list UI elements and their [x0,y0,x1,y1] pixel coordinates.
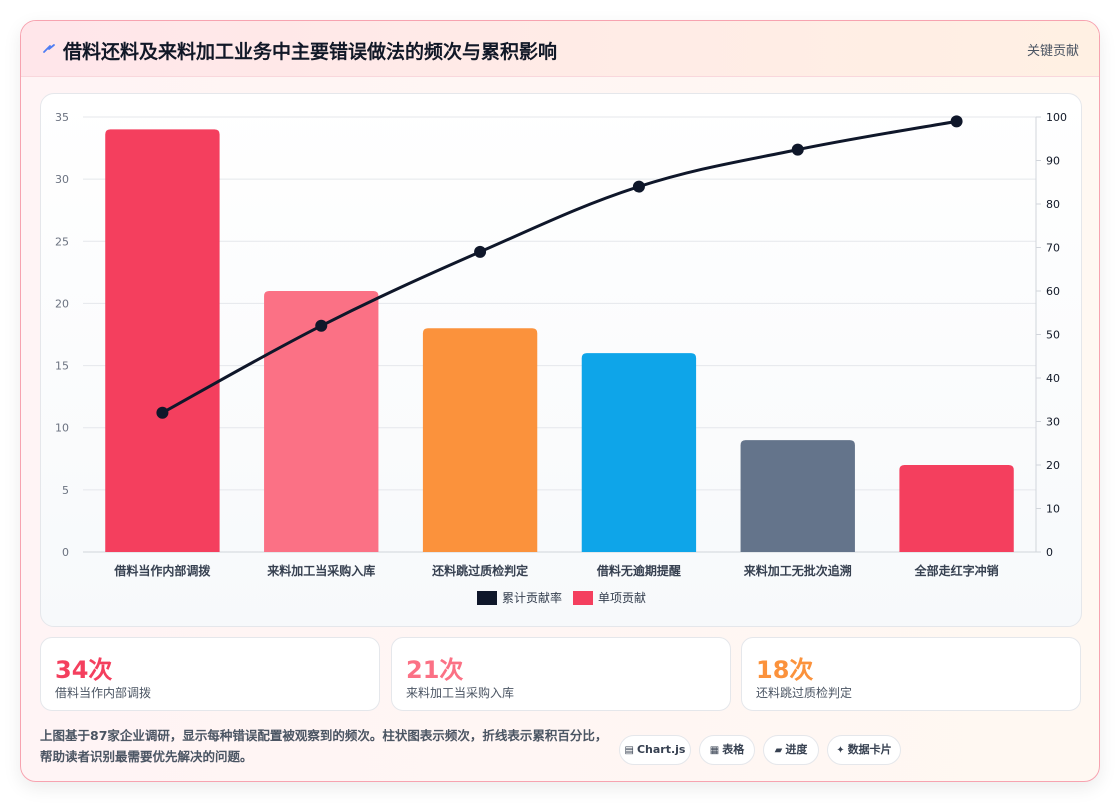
stat-label: 借料当作内部调拨 [55,686,152,700]
stat-value: 34次 [55,656,113,684]
x-tick-label: 还料跳过质检判定 [431,563,528,578]
stat-value: 18次 [756,656,814,684]
pareto-chart: 0 5 10 15 20 25 30 35 0 10 20 30 40 50 60 70 80 90 100 借料当作… [55,111,1067,605]
chart-panel: 0 5 10 15 20 25 30 35 0 10 20 30 40 50 60 70 80 90 100 借料当作… [40,93,1082,627]
y-right-tick-label: 20 [1046,459,1060,472]
card-header: 借料还料及来料加工业务中主要错误做法的频次与累积影响 关键贡献 [21,21,1099,77]
y-left-tick-label: 10 [55,422,69,435]
y-right-tick-label: 10 [1046,503,1060,516]
lightning-icon [43,44,55,53]
y-right-tick-label: 90 [1046,155,1060,168]
legend-swatch [477,591,497,605]
bar [105,129,220,552]
y-left-tick-label: 35 [55,111,69,124]
y-right-tick-label: 80 [1046,198,1060,211]
tag-chartjs[interactable]: ▤ Chart.js [619,735,691,765]
x-tick-label: 借料当作内部调拨 [113,563,211,578]
tag-label: 进度 [785,743,808,756]
chart-note: 上图基于87家企业调研，显示每种错误配置被观察到的频次。柱状图表示频次，折线表示… [40,728,608,764]
y-left-tick-label: 15 [55,360,69,373]
cumulative-point [632,180,645,193]
key-contribution-link[interactable]: 关键贡献 [1026,44,1079,59]
bar [264,291,379,552]
x-tick-label: 借料无逾期提醒 [596,563,681,578]
x-tick-label: 来料加工无批次追溯 [743,563,852,578]
tag-data-card[interactable]: ✦ 数据卡片 [827,735,901,765]
y-right-tick-label: 70 [1046,242,1060,255]
bar [740,440,855,552]
y-right-tick-label: 30 [1046,416,1060,429]
stat-cards: 34次 借料当作内部调拨 21次 来料加工当采购入库 18次 还料跳过质检判定 [40,637,1082,711]
progress-icon: ▰ [774,745,783,756]
stat-card: 21次 来料加工当采购入库 [391,637,731,711]
x-tick-label: 来料加工当采购入库 [266,563,375,578]
cumulative-point [950,115,963,128]
tag-progress[interactable]: ▰ 进度 [763,735,819,765]
y-right-tick-label: 60 [1046,285,1060,298]
stat-value: 21次 [406,656,464,684]
legend-swatch [573,591,593,605]
y-right-tick-label: 0 [1046,546,1053,559]
legend-label: 累计贡献率 [502,590,562,605]
stat-label: 还料跳过质检判定 [756,686,853,700]
cumulative-point [474,245,487,258]
cumulative-point [156,406,169,419]
stat-card: 18次 还料跳过质检判定 [741,637,1081,711]
bar [899,465,1014,552]
table-icon: ▦ [709,745,720,756]
x-tick-label: 全部走红字冲销 [914,563,999,578]
y-left-tick-label: 25 [55,235,69,248]
tag-label: Chart.js [636,743,686,756]
y-left-tick-label: 5 [62,484,69,497]
sparkle-icon: ✦ [836,745,845,756]
y-right-tick-label: 100 [1046,111,1067,124]
tag-table[interactable]: ▦ 表格 [699,735,755,765]
page-title: 借料还料及来料加工业务中主要错误做法的频次与累积影响 [63,41,558,63]
y-left-tick-label: 0 [62,546,69,559]
chart-icon: ▤ [624,745,634,756]
bar [581,353,697,552]
stat-card: 34次 借料当作内部调拨 [40,637,380,711]
y-right-tick-label: 50 [1046,329,1060,342]
cumulative-point [791,143,804,156]
report-card: 借料还料及来料加工业务中主要错误做法的频次与累积影响 关键贡献 0 5 10 15 20… [20,20,1100,782]
y-left-tick-label: 30 [55,173,69,186]
bar [422,328,538,552]
y-right-tick-label: 40 [1046,372,1060,385]
y-left-tick-label: 20 [55,297,69,310]
stat-label: 来料加工当采购入库 [406,686,515,700]
tag-label: 数据卡片 [847,743,892,756]
tag-label: 表格 [722,743,745,756]
legend-label: 单项贡献 [598,590,646,605]
cumulative-line [161,119,957,415]
cumulative-point [315,319,328,332]
